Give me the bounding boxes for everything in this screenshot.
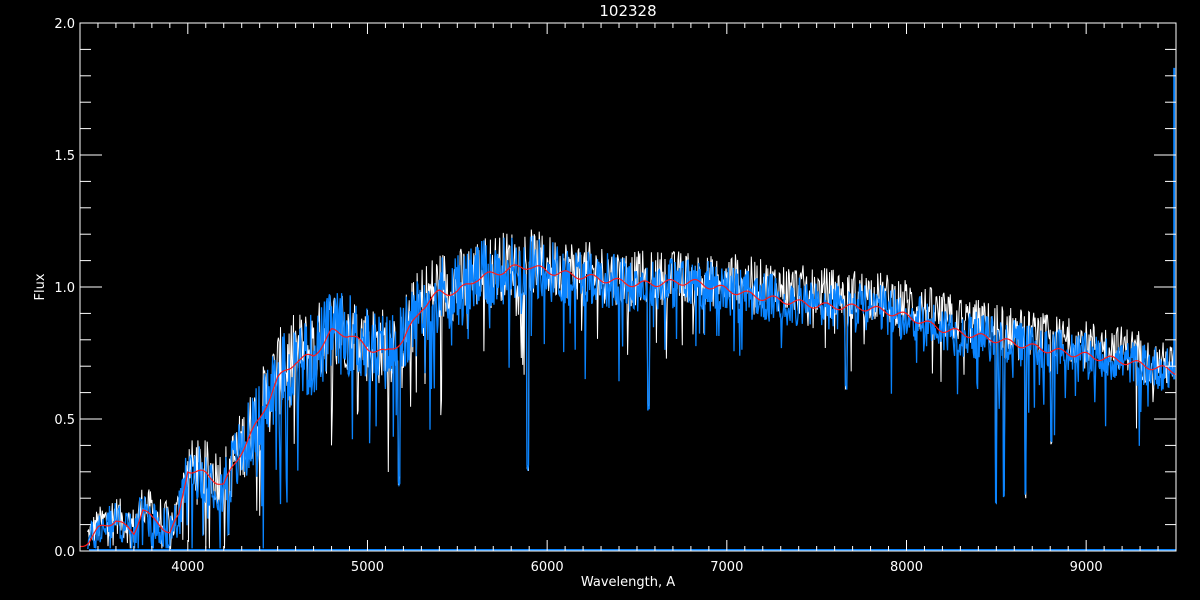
x-tick-label: 6000 — [531, 560, 564, 575]
y-tick-label: 1.0 — [54, 281, 75, 296]
chart-title: 102328 — [599, 2, 656, 20]
x-tick-label: 7000 — [710, 560, 743, 575]
spectrum-blue-line — [87, 235, 1175, 550]
y-tick-label: 1.5 — [54, 149, 75, 164]
smoothed-red-line — [79, 264, 1177, 548]
x-tick-label: 5000 — [351, 560, 384, 575]
y-tick-label: 0.5 — [54, 413, 75, 428]
x-axis-label: Wavelength, A — [581, 575, 675, 590]
x-tick-label: 8000 — [890, 560, 923, 575]
series-layer — [79, 67, 1177, 551]
x-tick-label: 4000 — [171, 560, 204, 575]
y-tick-label: 2.0 — [54, 17, 75, 32]
x-tick-label: 9000 — [1070, 560, 1103, 575]
y-tick-label: 0.0 — [54, 545, 75, 560]
axes-layer: 4000 5000 6000 7000 8000 9000 0.0 0.5 1.0 1.5 2.0 — [54, 17, 1177, 575]
y-axis-label: Flux — [33, 273, 48, 300]
